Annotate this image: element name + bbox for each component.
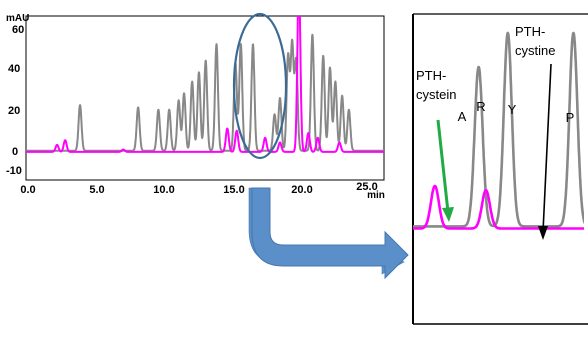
y-tick-label: 60 (12, 24, 24, 36)
pth-cystein-arrow (436, 119, 450, 213)
y-axis-label: mAU (6, 13, 29, 24)
y-tick-label: 20 (8, 105, 20, 117)
y-tick-label: 40 (8, 63, 20, 75)
zoom-series-gray (412, 31, 584, 228)
x-axis-label: min (367, 190, 385, 201)
zoom-series-magenta (412, 184, 584, 230)
y-tick-label: 0 (12, 146, 18, 158)
pth-cystein-label-line2: cystein (416, 87, 456, 102)
pth-cystine-arrowhead (538, 226, 548, 240)
x-tick-label: 5.0 (89, 184, 104, 196)
x-tick-label: 15.0 (223, 184, 244, 196)
main-series-magenta (26, 16, 384, 153)
peak-label-r: R (476, 99, 485, 114)
callout-arrow-body (251, 187, 409, 280)
x-tick-label: 0.0 (20, 184, 35, 196)
peak-label-y: Y (508, 102, 517, 117)
peak-label-a: A (458, 109, 467, 124)
main-series-layer (26, 16, 384, 153)
x-tick-label: 10.0 (153, 184, 174, 196)
pth-cystein-arrowhead (442, 207, 454, 222)
pth-cystein-label-line1: PTH- (416, 68, 446, 83)
zoom-series-layer (412, 31, 584, 230)
x-tick-label: 25.0 (356, 181, 377, 193)
pth-cystine-arrow (542, 63, 552, 233)
y-tick-label: -10 (6, 165, 22, 177)
x-tick-label: 20.0 (291, 184, 312, 196)
pth-cystine-label-line1: PTH- (515, 24, 545, 39)
peak-label-p: P (566, 110, 575, 125)
pth-cystine-label-line2: cystine (515, 43, 555, 58)
main-series-gray (26, 33, 384, 152)
highlight-ellipse (232, 12, 288, 160)
